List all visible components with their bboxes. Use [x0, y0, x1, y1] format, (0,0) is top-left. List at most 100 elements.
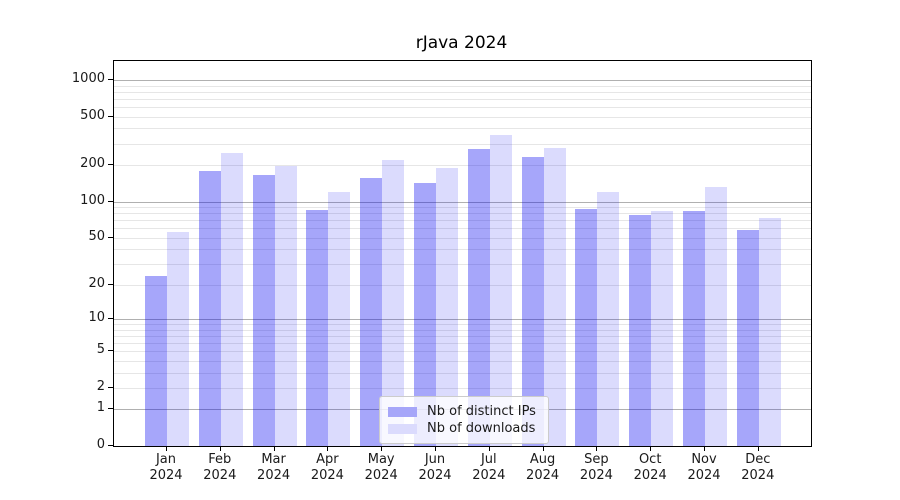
x-tick-label-aug: Aug 2024	[526, 452, 560, 483]
y-tick-mark-50	[108, 236, 113, 238]
y-tick-mark-5	[108, 350, 113, 352]
y-tick-label-2: 2	[96, 378, 105, 394]
chart-title: rJava 2024	[415, 33, 508, 53]
bar-sep-distinct-ips	[575, 208, 598, 446]
x-tick-label-may: May 2024	[364, 452, 398, 483]
x-tick-mark-mar	[273, 446, 275, 451]
y-tick-mark-10	[108, 318, 113, 319]
legend-swatch-downloads	[388, 423, 417, 434]
y-tick-label-100: 100	[80, 192, 105, 208]
bar-apr-downloads	[328, 191, 351, 446]
gridline-800	[114, 91, 811, 93]
bar-oct-downloads	[651, 210, 674, 446]
y-tick-label-500: 500	[80, 107, 105, 123]
bar-jun-downloads	[436, 167, 458, 446]
gridline-100	[114, 201, 811, 203]
gridline-3	[114, 372, 811, 374]
legend-label-distinct-ips: Nb of distinct IPs	[427, 404, 536, 419]
bar-aug-downloads	[543, 147, 566, 446]
plot-area: Nb of distinct IPs Nb of downloads	[113, 60, 812, 447]
gridline-9	[114, 324, 811, 325]
bar-feb-downloads	[220, 153, 243, 446]
gridline-4	[114, 360, 811, 362]
gridline-20	[114, 284, 811, 286]
bar-jun-distinct-ips	[414, 182, 436, 446]
bar-may-distinct-ips	[360, 177, 383, 446]
bar-aug-distinct-ips	[521, 156, 544, 446]
bar-mar-downloads	[274, 165, 297, 446]
y-tick-label-0: 0	[96, 437, 105, 452]
x-tick-mark-apr	[327, 446, 329, 451]
gridline-70	[114, 220, 811, 222]
bar-dec-distinct-ips	[736, 230, 759, 446]
gridline-600	[114, 107, 811, 108]
y-tick-mark-20	[108, 283, 113, 285]
x-tick-label-mar: Mar 2024	[257, 452, 291, 483]
gridline-60	[114, 228, 811, 230]
bar-dec-downloads	[758, 218, 781, 446]
y-tick-mark-100	[108, 200, 113, 202]
y-tick-label-1000: 1000	[71, 70, 105, 86]
legend-item-distinct-ips: Nb of distinct IPs	[388, 403, 540, 420]
y-tick-mark-500	[108, 115, 113, 117]
y-tick-label-20: 20	[88, 275, 105, 291]
x-tick-label-feb: Feb 2024	[203, 452, 237, 483]
x-tick-label-dec: Dec 2024	[741, 452, 775, 483]
bar-sep-downloads	[597, 191, 620, 446]
legend: Nb of distinct IPs Nb of downloads	[379, 396, 549, 444]
x-tick-mark-oct	[650, 446, 652, 451]
y-tick-label-200: 200	[80, 156, 105, 171]
y-tick-mark-2	[108, 386, 113, 388]
legend-item-downloads: Nb of downloads	[388, 420, 540, 437]
y-tick-label-10: 10	[88, 310, 105, 325]
x-tick-mark-nov	[704, 446, 705, 451]
y-tick-mark-1000	[108, 78, 113, 80]
y-tick-label-1: 1	[96, 400, 105, 416]
bar-jul-distinct-ips	[467, 149, 490, 446]
legend-swatch-distinct-ips	[388, 406, 417, 417]
gridline-5	[114, 351, 811, 353]
x-tick-mark-jan	[166, 446, 167, 451]
x-tick-label-oct: Oct 2024	[633, 452, 667, 483]
gridline-1000	[114, 79, 811, 81]
y-tick-label-5: 5	[96, 342, 105, 358]
gridline-80	[114, 213, 811, 215]
bar-mar-distinct-ips	[252, 175, 275, 446]
y-tick-mark-0	[108, 445, 113, 446]
x-tick-mark-sep	[596, 446, 598, 451]
x-tick-mark-may	[381, 446, 383, 451]
gridline-700	[114, 98, 811, 100]
gridline-40	[114, 249, 811, 251]
x-tick-mark-aug	[542, 446, 544, 451]
gridline-500	[114, 116, 811, 118]
x-tick-label-jun: Jun 2024	[418, 452, 452, 483]
gridline-300	[114, 143, 811, 145]
bar-feb-distinct-ips	[198, 171, 221, 446]
x-tick-label-apr: Apr 2024	[310, 452, 344, 483]
gridline-90	[114, 207, 811, 208]
x-tick-label-sep: Sep 2024	[579, 452, 613, 483]
x-tick-mark-jul	[488, 446, 490, 451]
legend-label-downloads: Nb of downloads	[427, 421, 536, 436]
bar-jan-distinct-ips	[145, 275, 167, 446]
x-tick-label-jan: Jan 2024	[149, 452, 183, 483]
gridline-400	[114, 128, 811, 130]
gridline-7	[114, 335, 811, 337]
gridline-30	[114, 264, 811, 266]
gridline-50	[114, 237, 811, 239]
x-tick-mark-dec	[757, 446, 759, 451]
x-tick-mark-jun	[435, 446, 436, 451]
bar-jul-downloads	[489, 134, 512, 446]
x-tick-mark-feb	[219, 446, 221, 451]
bar-nov-downloads	[705, 187, 727, 446]
x-tick-label-jul: Jul 2024	[472, 452, 506, 483]
y-axis-labels: 0 1 2 5 10 20 50 100 200 500 1000	[0, 60, 105, 452]
bar-nov-distinct-ips	[683, 210, 705, 446]
gridline-900	[114, 85, 811, 87]
gridline-200	[114, 165, 811, 166]
bar-apr-distinct-ips	[306, 210, 329, 446]
gridline-2	[114, 387, 811, 389]
bar-jan-downloads	[167, 231, 189, 446]
y-tick-mark-1	[108, 408, 113, 410]
